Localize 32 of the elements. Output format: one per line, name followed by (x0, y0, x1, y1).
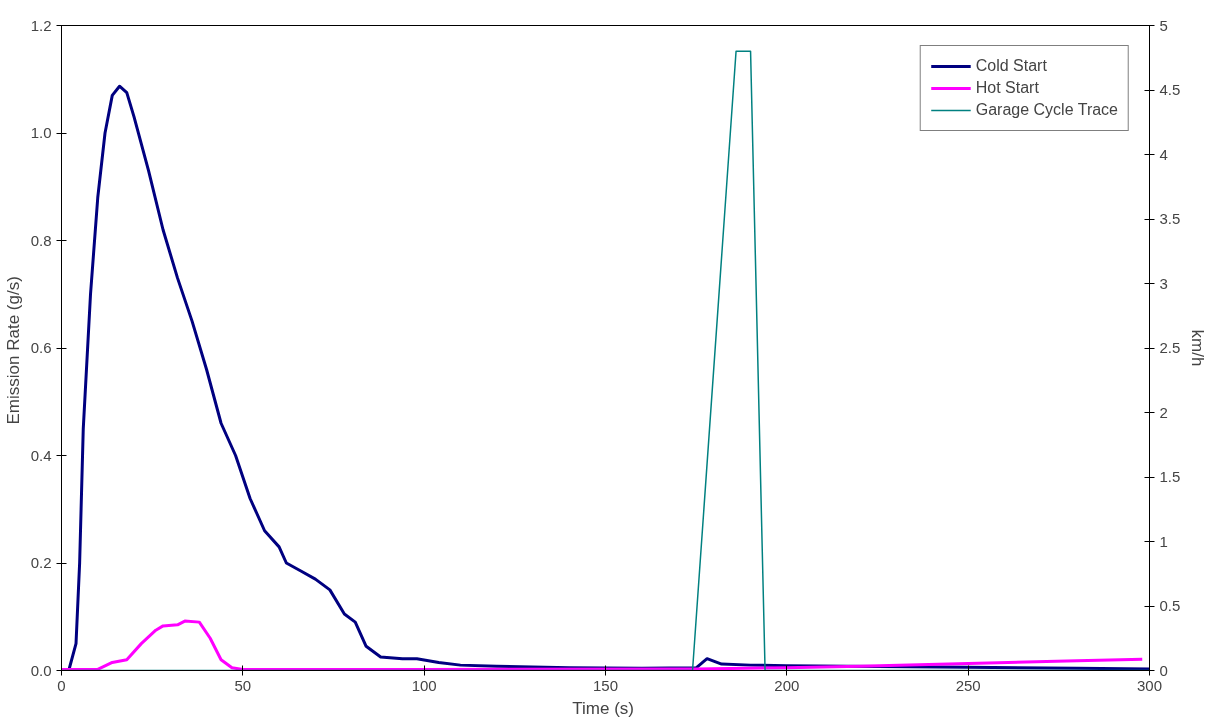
y-tick-label: 1.2 (30, 16, 52, 34)
y2-tick-label: 3.5 (1159, 210, 1181, 227)
y2-tick-label: 1 (1159, 532, 1168, 550)
x-tick-label: 250 (955, 676, 981, 694)
y-tick-label: 1.0 (30, 124, 52, 141)
y2-tick-label: 4.5 (1159, 81, 1181, 98)
y-tick-label: 0.0 (30, 661, 52, 679)
x-tick-label: 0 (57, 676, 66, 694)
x-tick-label: 50 (234, 676, 252, 694)
x-tick-label: 200 (774, 676, 800, 694)
line-series (61, 619, 1144, 671)
y2-axis-title: km/h (1188, 329, 1208, 367)
y2-tick-label: 2.5 (1159, 339, 1181, 356)
legend-label: Cold Start (975, 57, 1047, 75)
y2-tick-label: 4 (1159, 145, 1168, 163)
y-tick-label: 0.6 (30, 339, 52, 356)
legend-label: Garage Cycle Trace (975, 101, 1118, 119)
y-tick-label: 0.8 (30, 231, 52, 249)
y-axis-title: Emission Rate (g/s) (3, 276, 23, 425)
y2-tick-label: 0.5 (1159, 597, 1181, 614)
y-tick-label: 0.4 (30, 446, 52, 464)
y2-tick-label: 1.5 (1159, 468, 1181, 485)
legend-label: Hot Start (975, 79, 1039, 97)
x-tick-label: 300 (1136, 676, 1163, 694)
y2-tick-label: 3 (1159, 274, 1168, 292)
x-axis-title: Time (s) (572, 698, 634, 718)
y-tick-label: 0.2 (30, 554, 52, 571)
y2-tick-label: 0 (1159, 661, 1168, 679)
y2-tick-label: 2 (1159, 403, 1168, 421)
x-tick-label: 100 (411, 676, 437, 694)
x-tick-label: 150 (592, 676, 619, 694)
y2-tick-label: 5 (1159, 16, 1168, 34)
